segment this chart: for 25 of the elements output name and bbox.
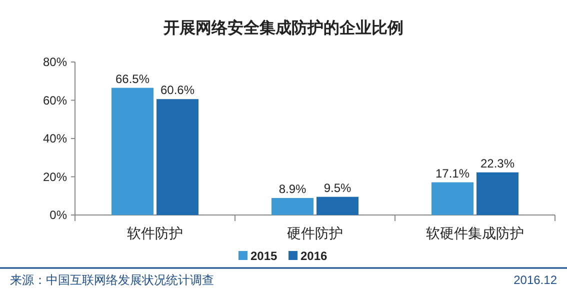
legend-label: 2015 [250, 249, 278, 263]
y-tick-label: 40% [42, 132, 68, 146]
bar [432, 182, 474, 215]
legend-label: 2016 [300, 249, 328, 263]
text: 22.3% [480, 156, 515, 170]
text: 9.5% [324, 180, 352, 195]
text: 66.5% [115, 72, 150, 86]
text: 2016.12 [514, 273, 558, 287]
x-tick-label: 硬件防护 [287, 225, 343, 241]
bar [156, 99, 198, 215]
bar [476, 172, 518, 215]
chart-title: 开展网络安全集成防护的企业比例 [162, 18, 404, 37]
y-tick-label: 60% [42, 93, 68, 108]
bar [272, 198, 314, 215]
bar [316, 196, 358, 215]
x-tick-label: 软件防护 [127, 225, 183, 241]
source-note: 来源：中国互联网络发展状况统计调查 [10, 273, 214, 287]
text: 8.9% [278, 182, 306, 196]
bar [112, 88, 154, 215]
text: 60.6% [160, 83, 195, 98]
y-tick-label: 20% [42, 170, 68, 184]
y-tick-label: 0% [50, 208, 68, 222]
x-tick-label: 软硬件集成防护 [426, 225, 524, 241]
text: 17.1% [435, 166, 470, 180]
y-tick-label: 80% [42, 55, 68, 69]
